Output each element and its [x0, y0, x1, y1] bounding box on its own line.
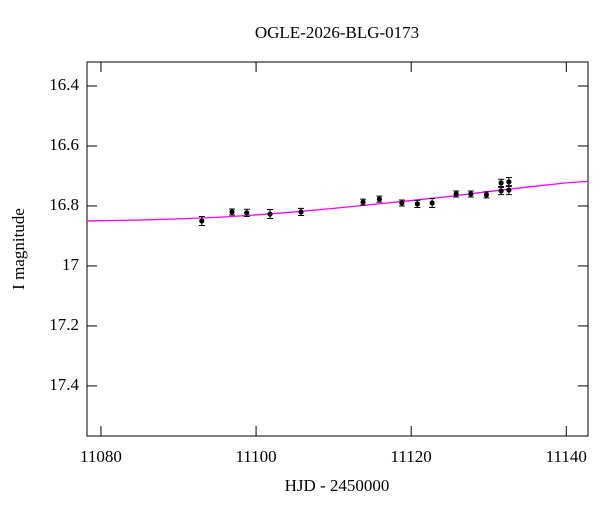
data-point	[506, 179, 512, 185]
x-axis-label: HJD - 2450000	[285, 476, 390, 495]
data-point	[453, 191, 459, 197]
data-point	[229, 209, 235, 215]
plot-frame	[86, 61, 589, 437]
data-point	[506, 187, 512, 193]
y-tick-label: 17	[62, 255, 80, 274]
x-tick-label: 11140	[546, 447, 587, 466]
x-tick-label: 11080	[80, 447, 122, 466]
y-tick-label: 17.4	[49, 375, 79, 394]
y-tick-label: 17.2	[49, 315, 79, 334]
data-point	[360, 199, 366, 205]
chart-title: OGLE-2026-BLG-0173	[255, 23, 419, 42]
y-tick-label: 16.6	[49, 135, 79, 154]
data-point	[267, 211, 273, 217]
model-curve	[86, 180, 589, 222]
data-point	[376, 196, 382, 202]
data-point	[298, 209, 304, 215]
y-axis-label: I magnitude	[9, 208, 28, 290]
y-tick-label: 16.8	[49, 195, 79, 214]
y-tick-label: 16.4	[49, 75, 79, 94]
data-point	[429, 200, 435, 206]
data-point	[199, 218, 205, 224]
data-point	[483, 192, 490, 198]
x-tick-label: 11100	[235, 447, 276, 466]
data-point	[244, 210, 250, 216]
data-point	[498, 180, 504, 186]
data-point	[468, 191, 474, 197]
x-tick-label: 11120	[391, 447, 432, 466]
data-point	[414, 201, 420, 207]
data-point	[399, 200, 405, 206]
data-point	[498, 188, 504, 194]
